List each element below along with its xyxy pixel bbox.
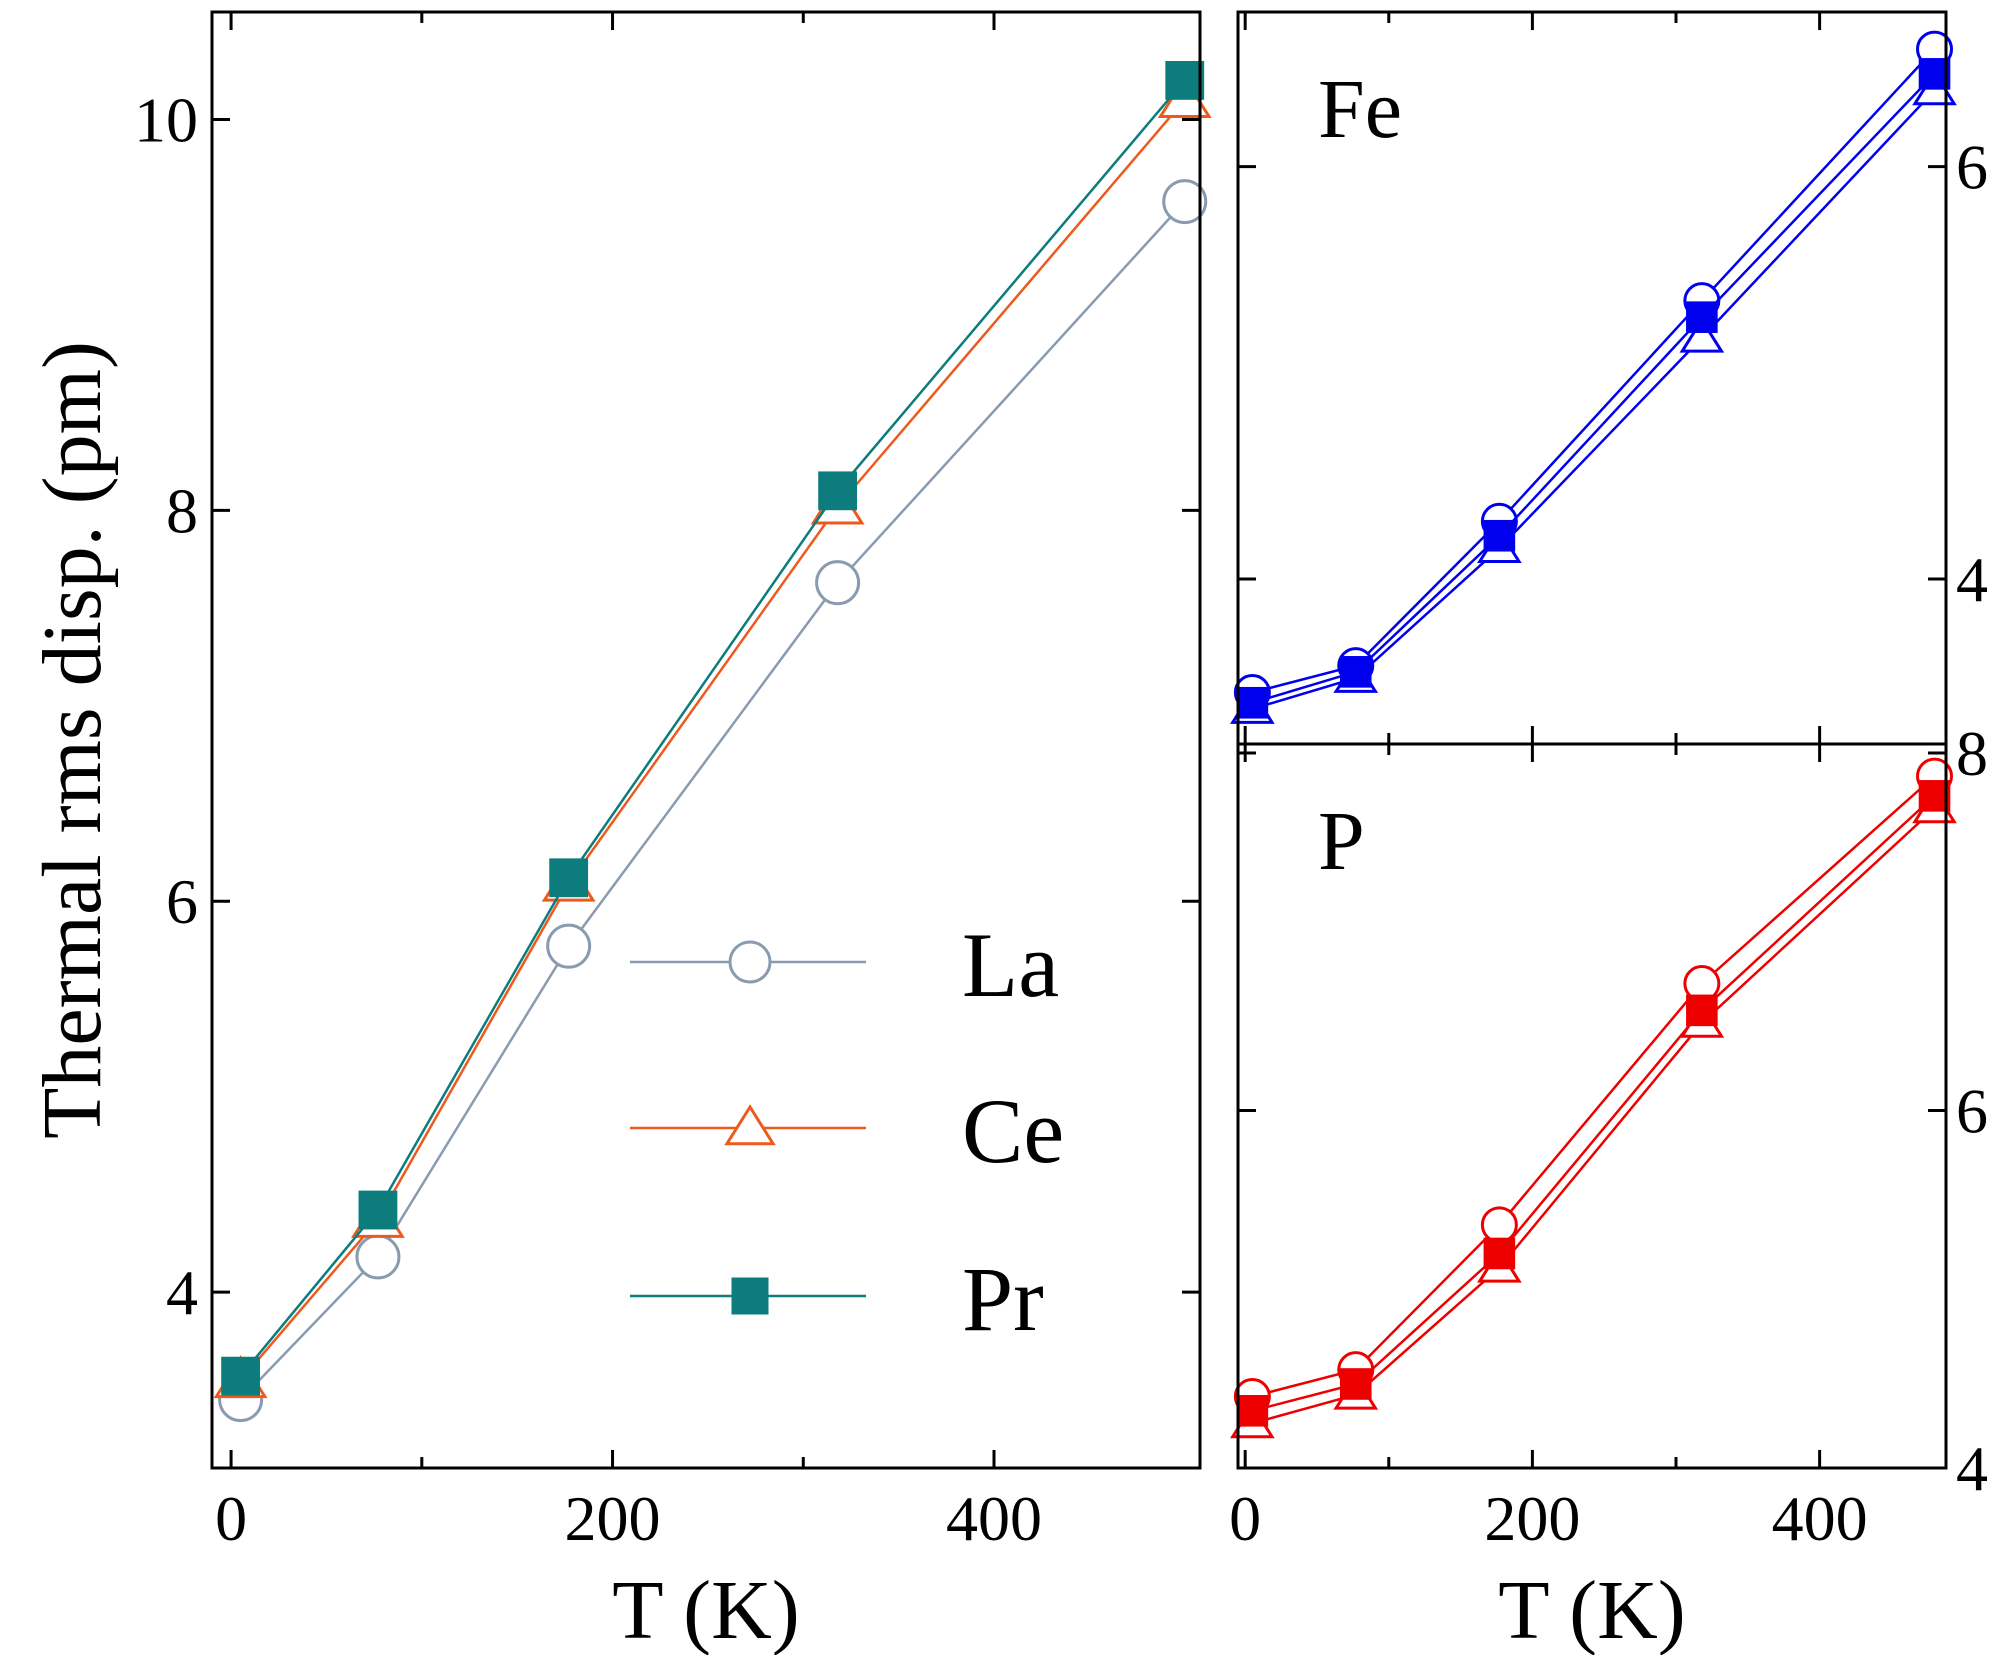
series-line-ce: [1252, 89, 1936, 711]
x-tick-label: 0: [215, 1483, 247, 1554]
data-point-pr: [1686, 994, 1718, 1027]
y-tick-label: 6: [1956, 1075, 1988, 1146]
data-point-pr: [549, 858, 589, 898]
data-point-pr: [1686, 301, 1718, 333]
plot-frame: [210, 10, 1202, 1470]
panel-p: 0 200 400 4 6 8 P T (K): [1229, 718, 1988, 1655]
data-point-la: [1162, 179, 1208, 225]
legend-marker-ce: [724, 1104, 776, 1146]
data-point-pr: [1483, 1237, 1516, 1270]
x-tick-label: 200: [1484, 1483, 1580, 1554]
legend-label-la: La: [962, 914, 1059, 1016]
series-line-pr: [1252, 794, 1936, 1413]
series-line-pr: [1252, 73, 1936, 704]
data-point-pr: [1339, 1368, 1372, 1400]
y-tick-label: 4: [1956, 544, 1988, 615]
data-point-ce: [1679, 317, 1725, 353]
legend-label-pr: Pr: [962, 1248, 1044, 1350]
x-axis-title: T (K): [612, 1564, 799, 1655]
panel-main: 0 200 400 4 6 8 10 T (K) Thermal rms disp. (pm) L…: [26, 10, 1212, 1655]
y-tick-label: 6: [1956, 132, 1988, 203]
x-axis-title: T (K): [1498, 1564, 1685, 1655]
series-line-ce: [239, 99, 1186, 1381]
x-tick-label: 0: [1229, 1483, 1261, 1554]
y-axis-title: Thermal rms disp. (pm): [26, 341, 119, 1139]
data-point-pr: [1236, 686, 1269, 719]
y-tick-label: 8: [1956, 718, 1988, 789]
y-tick-label: 10: [134, 84, 198, 155]
data-point-pr: [358, 1190, 398, 1230]
panel-label-p: P: [1318, 795, 1365, 888]
data-point-la: [355, 1234, 401, 1280]
data-point-la: [1480, 1206, 1518, 1244]
x-tick-label: 400: [946, 1483, 1042, 1554]
data-point-la: [815, 560, 861, 606]
data-point-pr: [1483, 519, 1516, 552]
legend-label-ce: Ce: [962, 1080, 1064, 1182]
data-point-pr: [1236, 1394, 1269, 1427]
x-tick-label: 400: [1772, 1483, 1868, 1554]
y-tick-label: 8: [166, 475, 198, 546]
data-point-pr: [1165, 61, 1205, 100]
y-tick-label: 4: [1956, 1433, 1988, 1504]
legend-marker-pr: [731, 1277, 769, 1315]
y-tick-label: 4: [166, 1257, 198, 1328]
panel-label-fe: Fe: [1318, 63, 1402, 156]
panel-fe: 4 6 Fe: [1230, 10, 1988, 746]
plot-frame: [1236, 742, 1948, 1470]
legend: La Ce Pr: [630, 914, 1064, 1350]
legend-marker-la: [728, 940, 772, 984]
x-tick-label: 200: [565, 1483, 661, 1554]
series-line-ce: [1252, 807, 1936, 1425]
data-point-pr: [818, 471, 858, 511]
data-point-pr: [221, 1356, 261, 1396]
y-tick-label: 6: [166, 866, 198, 937]
data-point-pr: [1339, 656, 1372, 688]
data-point-la: [546, 923, 592, 969]
